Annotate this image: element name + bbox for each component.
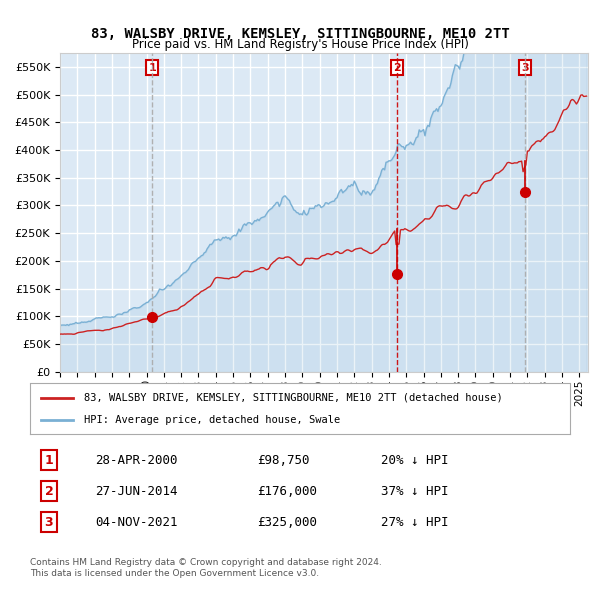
Text: 2: 2 [44,484,53,498]
Text: 37% ↓ HPI: 37% ↓ HPI [381,484,449,498]
Text: 28-APR-2000: 28-APR-2000 [95,454,178,467]
Text: £325,000: £325,000 [257,516,317,529]
Text: 2: 2 [394,63,401,73]
Text: 83, WALSBY DRIVE, KEMSLEY, SITTINGBOURNE, ME10 2TT: 83, WALSBY DRIVE, KEMSLEY, SITTINGBOURNE… [91,27,509,41]
Text: £176,000: £176,000 [257,484,317,498]
Text: 27% ↓ HPI: 27% ↓ HPI [381,516,449,529]
Text: £98,750: £98,750 [257,454,310,467]
Text: 3: 3 [44,516,53,529]
Text: 1: 1 [148,63,156,73]
Text: HPI: Average price, detached house, Swale: HPI: Average price, detached house, Swal… [84,415,340,425]
Text: Price paid vs. HM Land Registry's House Price Index (HPI): Price paid vs. HM Land Registry's House … [131,38,469,51]
Text: 27-JUN-2014: 27-JUN-2014 [95,484,178,498]
Text: This data is licensed under the Open Government Licence v3.0.: This data is licensed under the Open Gov… [30,569,319,578]
Text: Contains HM Land Registry data © Crown copyright and database right 2024.: Contains HM Land Registry data © Crown c… [30,558,382,566]
Text: 83, WALSBY DRIVE, KEMSLEY, SITTINGBOURNE, ME10 2TT (detached house): 83, WALSBY DRIVE, KEMSLEY, SITTINGBOURNE… [84,392,503,402]
Text: 20% ↓ HPI: 20% ↓ HPI [381,454,449,467]
Text: 04-NOV-2021: 04-NOV-2021 [95,516,178,529]
Text: 3: 3 [521,63,529,73]
Text: 1: 1 [44,454,53,467]
